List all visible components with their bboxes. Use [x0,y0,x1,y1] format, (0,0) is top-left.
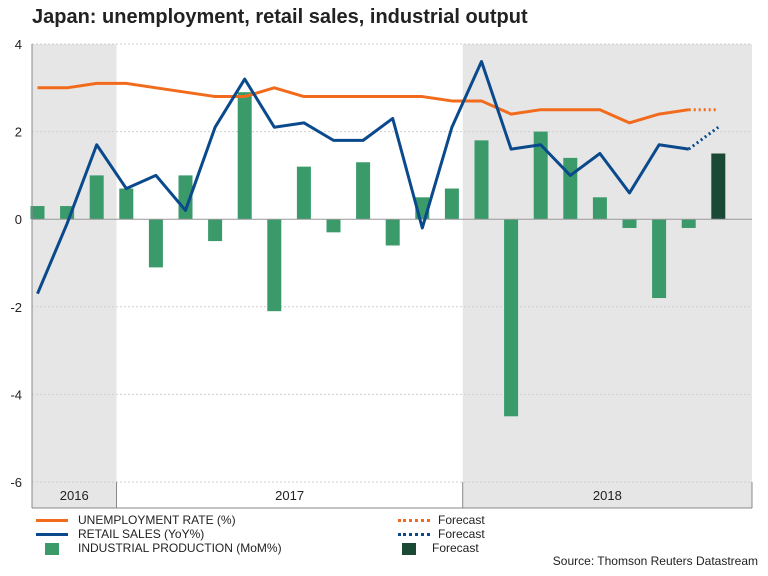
industrial-bar [356,162,371,220]
industrial-bar [533,131,548,220]
retail-sales-forecast-line [687,126,720,151]
industrial-bar-forecast [711,153,726,220]
industrial-forecast-swatch [402,542,416,555]
legend-unemployment-forecast-label: Forecast [438,513,485,527]
industrial-bar [444,188,459,220]
x-year-label: 2017 [275,488,304,503]
legend-unemployment: UNEMPLOYMENT RATE (%) [36,513,236,527]
legend-unemployment-forecast: Forecast [398,513,485,527]
y-tick-label: -2 [10,300,22,315]
retail-swatch [36,533,68,537]
legend-industrial-forecast-label: Forecast [432,541,479,555]
unemployment-swatch [36,519,68,523]
legend-industrial-label: INDUSTRIAL PRODUCTION (MoM%) [78,541,282,555]
retail-sales-line [36,60,689,295]
retail-forecast-swatch [398,533,430,537]
legend-unemployment-label: UNEMPLOYMENT RATE (%) [78,513,236,527]
industrial-bar [89,175,104,220]
industrial-bar [592,197,607,220]
y-tick-label: 0 [15,212,22,227]
chart-title: Japan: unemployment, retail sales, indus… [32,6,528,28]
y-tick-label: -4 [10,387,22,402]
legend-retail-label: RETAIL SALES (YoY%) [78,527,205,541]
industrial-bar [504,219,519,417]
y-tick-label: -6 [10,475,22,490]
industrial-bar [30,206,45,220]
legend-industrial-forecast: Forecast [398,541,479,555]
industrial-bar [148,219,163,268]
y-tick-label: 2 [15,125,22,140]
industrial-bar [296,166,311,220]
industrial-bar [385,219,400,246]
unemployment-line [37,81,689,125]
x-year-label: 2018 [593,488,622,503]
industrial-bar [119,188,134,220]
industrial-bar [267,219,282,312]
legend-retail-forecast-label: Forecast [438,527,485,541]
industrial-bar [622,219,637,228]
industrial-bar [681,219,696,228]
legend-industrial: INDUSTRIAL PRODUCTION (MoM%) [36,541,282,555]
industrial-bar [652,219,667,299]
industrial-bar [326,219,341,233]
y-tick-label: 4 [15,37,22,52]
industrial-swatch [45,542,59,555]
source-note: Source: Thomson Reuters Datastream [552,554,758,568]
industrial-bar [474,140,489,220]
legend-retail-forecast: Forecast [398,527,485,541]
unemployment-forecast-swatch [398,519,430,523]
industrial-bar [208,219,223,242]
legend-retail: RETAIL SALES (YoY%) [36,527,204,541]
industrial-bar [563,157,578,220]
x-year-label: 2016 [60,488,89,503]
industrial-bar [237,92,252,220]
